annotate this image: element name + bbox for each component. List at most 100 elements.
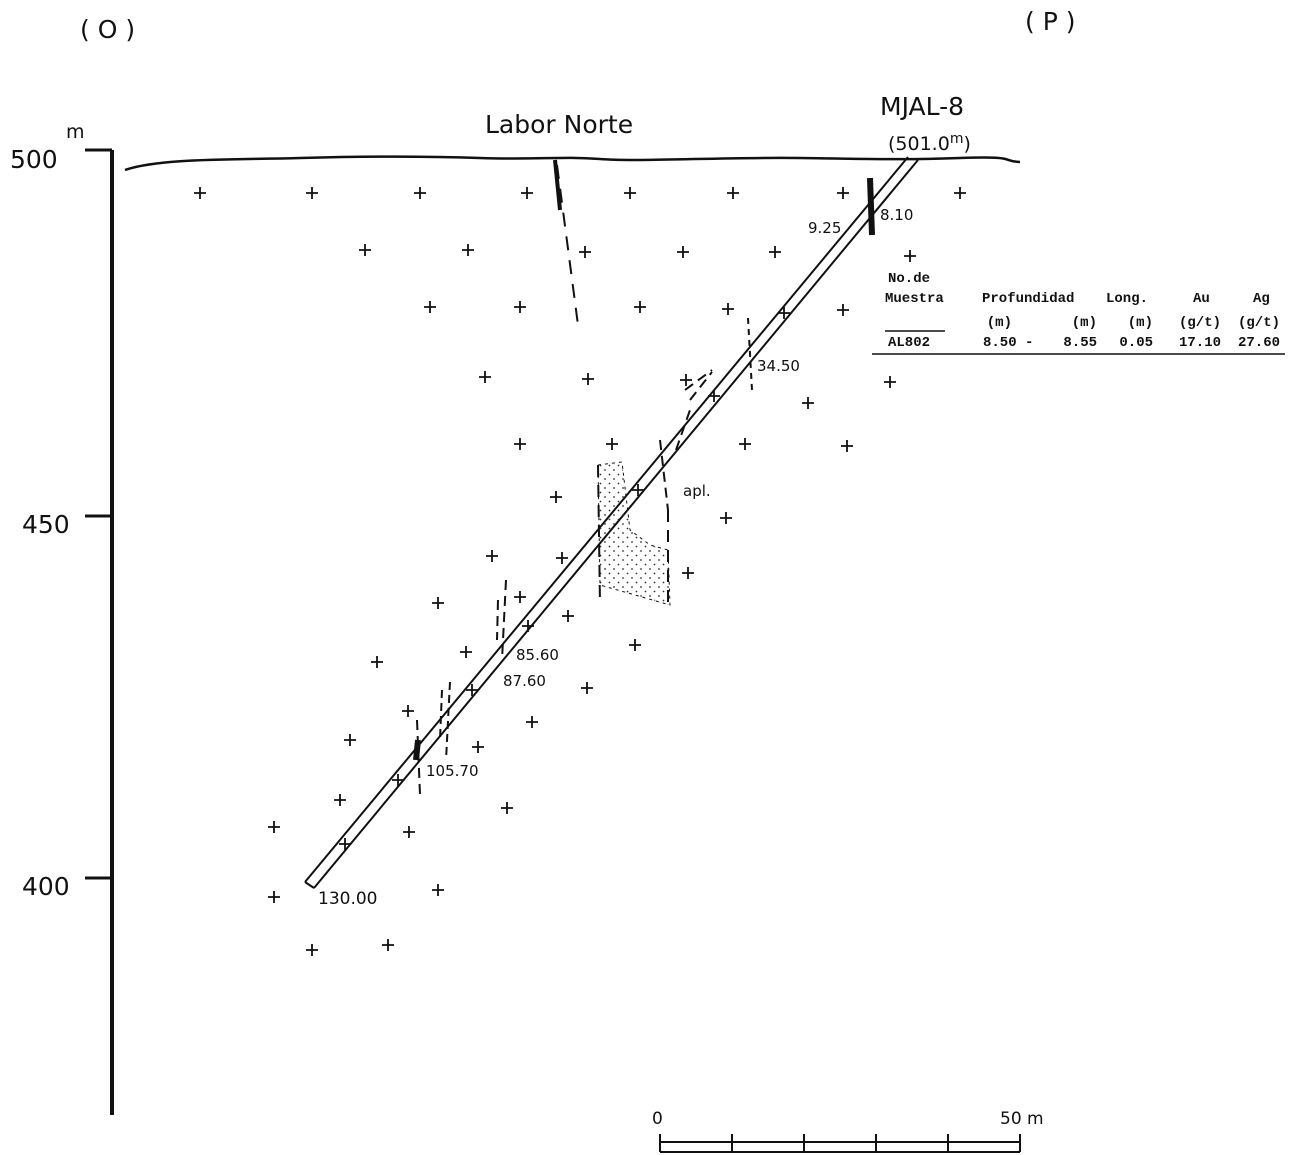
- collar-unit: m: [950, 131, 964, 147]
- cross: [769, 246, 781, 258]
- cross: [682, 567, 694, 579]
- table-header: Profundidad: [982, 291, 1074, 307]
- cross: [403, 826, 415, 838]
- cross: [432, 597, 444, 609]
- cross: [708, 390, 720, 402]
- vein: [553, 159, 562, 211]
- cross: [550, 491, 562, 503]
- collar-paren: ): [963, 133, 970, 155]
- cross: [432, 884, 444, 896]
- cross: [486, 550, 498, 562]
- cross: [514, 438, 526, 450]
- cross: [344, 734, 356, 746]
- table-cell: 27.60: [1238, 335, 1280, 351]
- cross: [581, 682, 593, 694]
- depth-label: 9.25: [808, 219, 841, 237]
- cross: [720, 512, 732, 524]
- table-cell: 0.05: [1119, 335, 1153, 351]
- cross: [634, 301, 646, 313]
- aplite-body: [597, 461, 671, 606]
- table-cell: 17.10: [1179, 335, 1221, 351]
- cross: [466, 684, 478, 696]
- table-cell: AL802: [888, 335, 930, 351]
- cross: [904, 250, 916, 262]
- cross: [526, 716, 538, 728]
- cross: [392, 774, 404, 786]
- section-left: ( O ): [80, 15, 135, 44]
- contact: [597, 464, 669, 608]
- cross: [268, 891, 280, 903]
- table-cell: 8.55: [1063, 335, 1097, 351]
- table-unit: (m): [1128, 315, 1153, 331]
- crosses: [194, 187, 966, 956]
- cross: [306, 187, 318, 199]
- depth-label: 34.50: [757, 357, 800, 375]
- cross: [382, 939, 394, 951]
- cross: [460, 646, 472, 658]
- elevation-unit: m: [66, 121, 85, 143]
- scale-start: 0: [652, 1109, 663, 1129]
- depth-label: 130.00: [318, 889, 377, 909]
- site-label: Labor Norte: [485, 110, 633, 139]
- elevation-label: 400: [22, 872, 70, 901]
- cross: [514, 591, 526, 603]
- table-unit: (m): [987, 315, 1012, 331]
- rock-label: apl.: [683, 482, 711, 500]
- cross: [727, 187, 739, 199]
- cross: [522, 620, 534, 632]
- assay-table: No.de Muestra Profundidad Long. Au Ag (m…: [872, 271, 1285, 355]
- depth-label: 105.70: [426, 762, 479, 780]
- table-header: No.de: [888, 271, 930, 287]
- cross: [579, 246, 591, 258]
- cross: [472, 741, 484, 753]
- cross: [359, 244, 371, 256]
- cross: [501, 802, 513, 814]
- cross: [802, 397, 814, 409]
- cross: [680, 374, 692, 386]
- cross: [556, 552, 568, 564]
- cross: [837, 304, 849, 316]
- depth-label: 8.10: [880, 206, 913, 224]
- cross: [402, 705, 414, 717]
- scale-end: 50 m: [1000, 1109, 1044, 1129]
- elevation-label: 500: [10, 145, 58, 174]
- table-unit: (g/t): [1238, 315, 1280, 331]
- cross: [624, 187, 636, 199]
- cross: [268, 821, 280, 833]
- cross: [606, 438, 618, 450]
- vein: [556, 164, 579, 326]
- cross: [194, 187, 206, 199]
- table-header: Au: [1193, 291, 1210, 307]
- table-unit: (g/t): [1179, 315, 1221, 331]
- cross: [778, 307, 790, 319]
- cross: [884, 376, 896, 388]
- surface: [124, 155, 1021, 172]
- table-header: Ag: [1253, 291, 1270, 307]
- cross: [837, 187, 849, 199]
- cross: [562, 610, 574, 622]
- cross: [339, 838, 351, 850]
- cross: [414, 187, 426, 199]
- cross: [841, 440, 853, 452]
- veins: [413, 177, 875, 796]
- cross: [677, 246, 689, 258]
- table-unit: (m): [1072, 315, 1097, 331]
- cross: [582, 373, 594, 385]
- cross: [514, 301, 526, 313]
- table-header: Muestra: [885, 291, 944, 307]
- section-right: ( P ): [1025, 7, 1075, 36]
- table-header: Long.: [1106, 291, 1148, 307]
- cross: [521, 187, 533, 199]
- hole-name: MJAL-8: [880, 92, 964, 121]
- cross: [424, 301, 436, 313]
- cross: [306, 944, 318, 956]
- cross: [334, 794, 346, 806]
- collar-elevation: (501.0m): [888, 131, 971, 155]
- depth-label: 85.60: [516, 646, 559, 664]
- cross: [629, 639, 641, 651]
- cross: [632, 484, 644, 496]
- cross: [739, 438, 751, 450]
- depth-label: 87.60: [503, 672, 546, 690]
- cross: [954, 187, 966, 199]
